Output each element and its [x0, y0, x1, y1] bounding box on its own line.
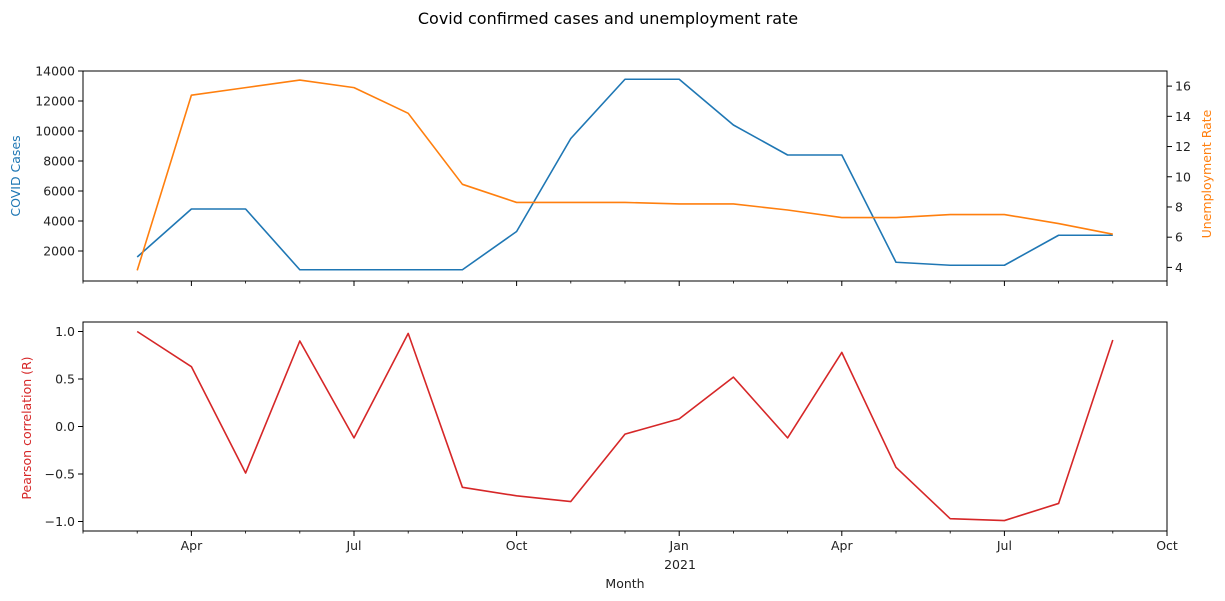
correlation-y-tick-label-0: −1.0 — [45, 514, 75, 529]
unemployment-rate-line — [136, 79, 1113, 271]
bottom-panel: −1.0 −0.5 0.0 0.5 1.0 Apr Jul Oct Jan Apr Jul Oct — [45, 321, 1178, 553]
chart-title: Covid confirmed cases and unemployment r… — [418, 9, 798, 28]
y-axis-label-correlation: Pearson correlation (R) — [19, 356, 34, 499]
y-axis-label-unemployment: Unemployment Rate — [1199, 109, 1214, 238]
correlation-y-tick-label-2: 0.0 — [55, 419, 75, 434]
x-tick-label-2: Oct — [506, 538, 528, 553]
correlation-line — [136, 330, 1114, 522]
unemployment-y-tick-label-2: 8 — [1175, 199, 1183, 214]
x-tick-label-0: Apr — [181, 538, 203, 553]
top-panel: 2000 4000 6000 8000 10000 12000 14000 4 6 8 10 12 14… — [35, 64, 1191, 286]
x-tick-label-1: Jul — [345, 538, 361, 553]
covid-cases-line — [136, 78, 1113, 271]
bottom-panel-frame — [82, 321, 1168, 532]
x-tick-label-4: Apr — [831, 538, 853, 553]
x-axis-label: Month — [605, 576, 644, 591]
covid-y-tick-label-3: 8000 — [43, 154, 75, 169]
y-axis-label-covid: COVID Cases — [8, 135, 23, 216]
unemployment-y-tick-label-0: 4 — [1175, 260, 1183, 275]
correlation-y-tick-label-1: −0.5 — [45, 467, 75, 482]
unemployment-y-tick-label-1: 6 — [1175, 230, 1183, 245]
covid-y-tick-label-5: 12000 — [35, 94, 75, 109]
covid-y-tick-label-4: 10000 — [35, 124, 75, 139]
x-tick-label-3: Jan — [669, 538, 689, 553]
unemployment-y-tick-label-3: 10 — [1175, 169, 1191, 184]
covid-y-tick-label-1: 4000 — [43, 214, 75, 229]
year-label: 2021 — [664, 557, 696, 572]
unemployment-y-tick-label-5: 14 — [1175, 109, 1191, 124]
covid-y-tick-label-0: 2000 — [43, 244, 75, 259]
unemployment-y-tick-label-4: 12 — [1175, 139, 1191, 154]
covid-y-tick-label-6: 14000 — [35, 64, 75, 79]
covid-y-tick-label-2: 6000 — [43, 184, 75, 199]
correlation-y-tick-label-4: 1.0 — [55, 324, 75, 339]
x-tick-label-5: Jul — [996, 538, 1012, 553]
x-tick-label-6: Oct — [1156, 538, 1178, 553]
top-panel-frame — [82, 70, 1168, 282]
correlation-y-tick-label-3: 0.5 — [55, 372, 75, 387]
unemployment-y-tick-label-6: 16 — [1175, 79, 1191, 94]
